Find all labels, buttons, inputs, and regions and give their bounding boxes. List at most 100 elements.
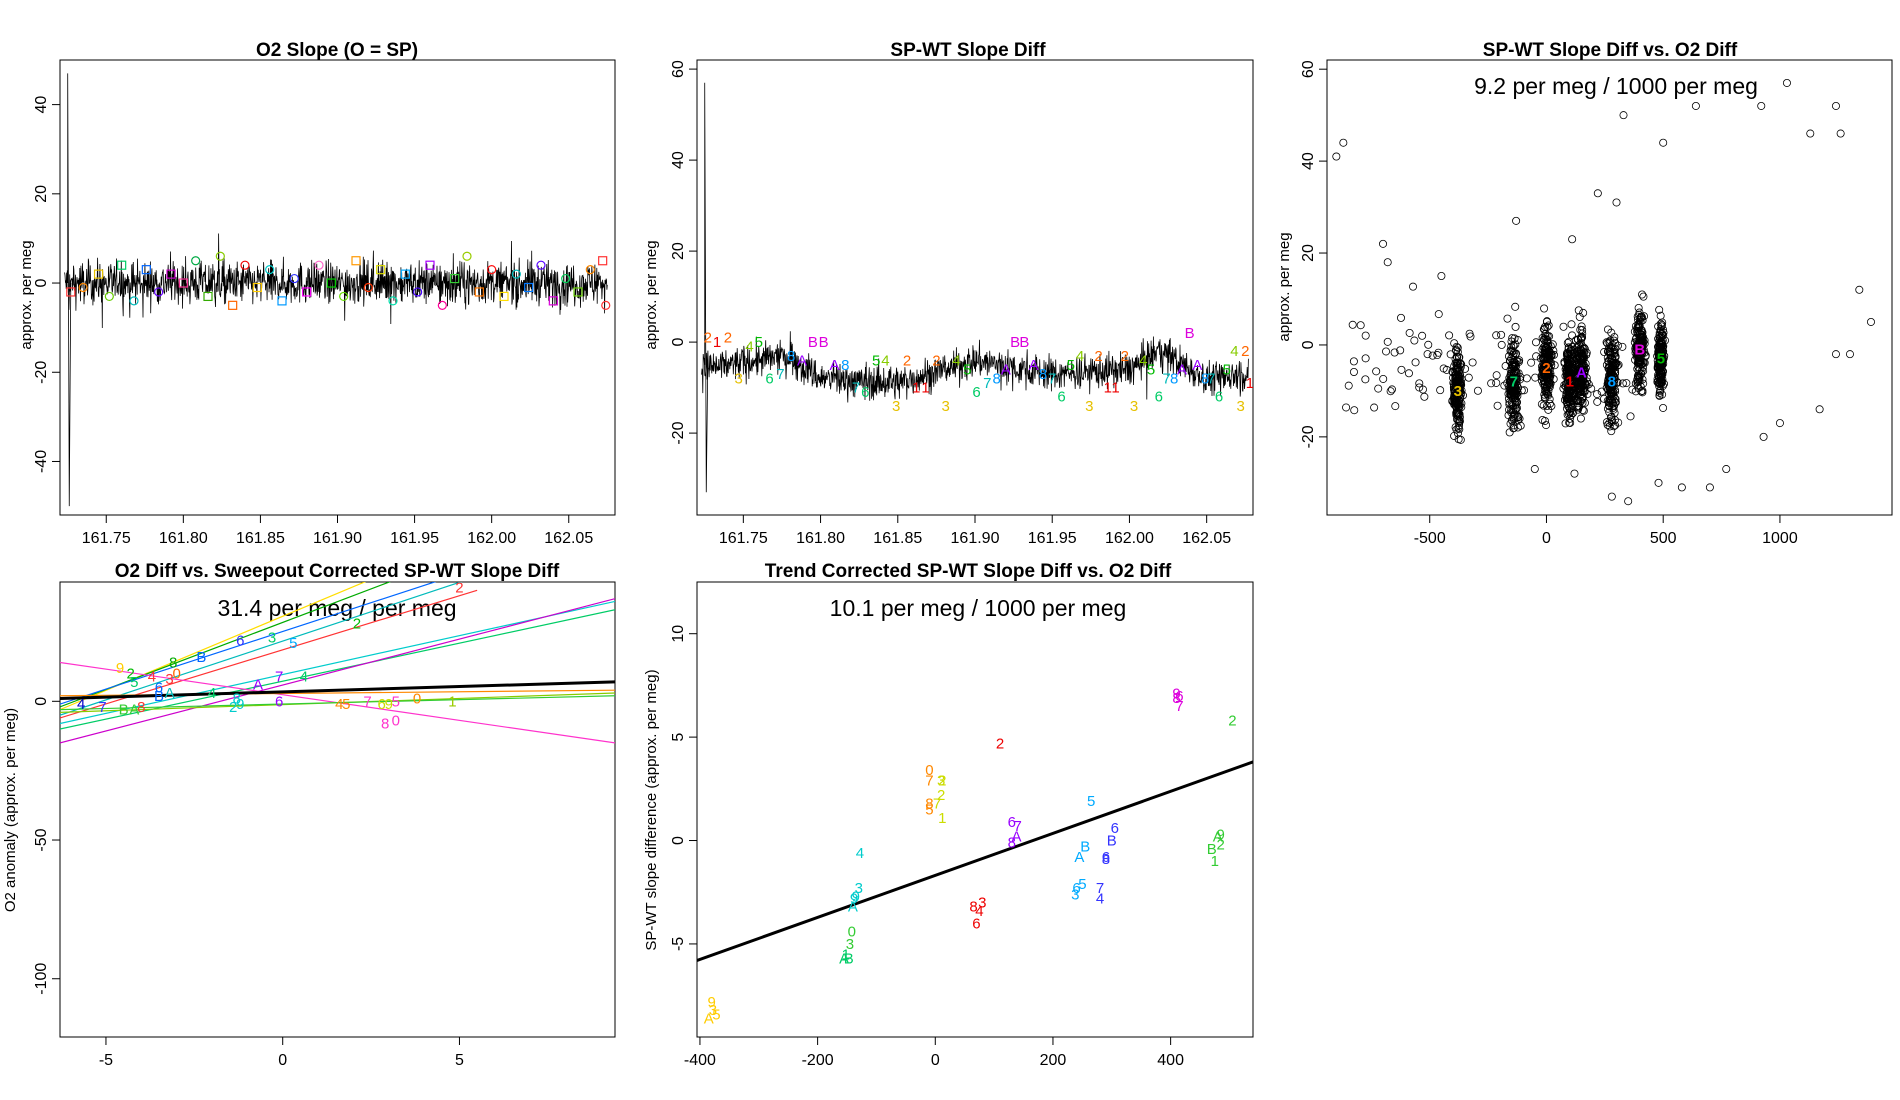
scatter-point	[1423, 350, 1432, 359]
plot-frame	[696, 59, 1254, 516]
point-label: 4	[975, 903, 983, 920]
scatter-point	[1390, 348, 1399, 357]
y-tick-label: 20	[33, 185, 50, 203]
point-label: 8	[1039, 366, 1047, 383]
point-label: 2	[127, 666, 135, 683]
scatter-point	[1409, 282, 1418, 291]
cluster-label: 2	[1542, 360, 1550, 377]
point-label: 2	[937, 787, 945, 804]
scatter-point	[1575, 386, 1584, 395]
scatter-point	[1453, 348, 1462, 357]
marker-circle	[154, 287, 164, 297]
scatter-point	[1530, 465, 1539, 474]
marker-square	[166, 269, 176, 279]
scatter-point	[1576, 325, 1585, 334]
scatter-point	[1509, 424, 1518, 433]
scatter-point	[1605, 408, 1614, 417]
point-label: 3	[978, 895, 986, 912]
scatter-point	[1568, 331, 1577, 340]
point-label: 6	[1155, 389, 1163, 406]
scatter-point	[1542, 402, 1551, 411]
scatter-point	[1544, 351, 1553, 360]
group-fit-line	[60, 598, 615, 744]
point-label: 6	[1102, 849, 1110, 866]
scatter-point	[1522, 374, 1531, 383]
marker-square	[524, 282, 534, 293]
panel-o2-slope: O2 Slope (O = SP) approx. per meg 161.75…	[18, 40, 616, 547]
scatter-point	[1605, 422, 1614, 431]
point-label: 2	[1121, 348, 1129, 365]
scatter-point	[1507, 400, 1516, 409]
point-label: 2	[455, 580, 463, 597]
x-tick-label: 162.00	[467, 530, 516, 547]
scatter-point	[1656, 319, 1665, 328]
scatter-point	[1655, 336, 1664, 345]
scatter-point	[1564, 355, 1573, 364]
scatter-point	[1383, 337, 1392, 346]
scatter-point	[1592, 390, 1601, 399]
y-tick-label: 40	[33, 96, 50, 114]
x-tick-label: 0	[931, 1052, 940, 1069]
series-line	[701, 82, 1249, 493]
x-tick-label: 161.90	[313, 530, 362, 547]
scatter-point	[1576, 374, 1585, 383]
scatter-point	[1492, 371, 1501, 380]
cluster-label: 8	[1608, 374, 1616, 391]
scatter-point	[1370, 403, 1379, 412]
y-axis-label: approx. per meg	[643, 240, 660, 349]
scatter-point	[1609, 392, 1618, 401]
plot-frame	[59, 581, 616, 1038]
point-label: 8	[992, 371, 1000, 388]
scatter-point	[1655, 333, 1664, 342]
scatter-point	[1405, 328, 1414, 337]
scatter-point	[1575, 364, 1584, 373]
scatter-point	[1609, 358, 1618, 367]
scatter-point	[1540, 360, 1549, 369]
point-label: 4	[881, 352, 889, 369]
group-fit-line	[60, 600, 615, 725]
scatter-point	[1567, 320, 1576, 329]
scatter-point	[1513, 336, 1522, 345]
scatter-point	[1544, 391, 1553, 400]
scatter-point	[1497, 340, 1506, 349]
point-label: 6	[236, 632, 244, 649]
point-label: 1	[1246, 375, 1254, 392]
scatter-point	[1456, 380, 1465, 389]
scatter-point	[1815, 405, 1824, 414]
point-label: 1	[1111, 380, 1119, 397]
point-label: 5	[342, 696, 350, 713]
scatter-point	[1453, 343, 1462, 352]
scatter-point	[1655, 391, 1664, 400]
scatter-point	[1437, 272, 1446, 281]
scatter-point	[1511, 340, 1520, 349]
y-axis-label: O2 anomaly (approx. per meg)	[2, 708, 19, 912]
point-label: 7	[925, 773, 933, 790]
group-fit-line	[60, 582, 463, 716]
scatter-point	[1567, 411, 1576, 420]
scatter-point	[1493, 401, 1502, 410]
point-label: B	[808, 334, 818, 351]
scatter-point	[1605, 384, 1614, 393]
scatter-point	[1424, 340, 1433, 349]
point-label: 3	[846, 936, 854, 953]
scatter-point	[1579, 406, 1588, 415]
point-label: 2	[1094, 348, 1102, 365]
scatter-point	[1618, 342, 1627, 351]
group-fit-line	[60, 695, 615, 711]
marker-square	[228, 300, 238, 310]
scatter-point	[1606, 336, 1615, 345]
x-tick-label: 200	[1040, 1052, 1067, 1069]
scatter-point	[1361, 354, 1370, 363]
scatter-point	[1411, 358, 1420, 367]
scatter-point	[1574, 405, 1583, 414]
scatter-point	[1510, 411, 1519, 420]
scatter-point	[1453, 364, 1462, 373]
scatter-point	[1639, 312, 1648, 321]
scatter-point	[1383, 258, 1392, 267]
x-tick-label: -200	[802, 1052, 834, 1069]
x-tick-label: 5	[455, 1052, 464, 1069]
scatter-point	[1759, 432, 1768, 441]
scatter-point	[1386, 387, 1395, 396]
scatter-point	[1420, 392, 1429, 401]
x-tick-label: 161.75	[719, 530, 768, 547]
